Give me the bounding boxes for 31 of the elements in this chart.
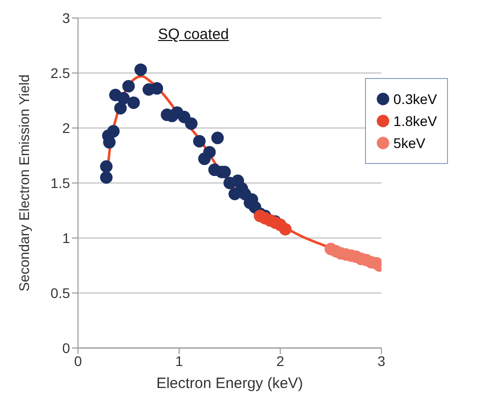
- point: [117, 92, 130, 105]
- x-tick-label: 3: [378, 352, 386, 369]
- point: [150, 82, 164, 95]
- point: [211, 132, 224, 144]
- legend-label: 1.8keV: [393, 113, 437, 129]
- point: [203, 146, 216, 158]
- y-tick-label: 1.5: [50, 174, 70, 191]
- point: [100, 160, 113, 173]
- point: [114, 102, 127, 114]
- x-tick-label: 2: [276, 352, 284, 369]
- y-axis-title: Secondary Electron Emission Yield: [16, 74, 32, 292]
- y-tick-label: 2.5: [50, 64, 70, 81]
- x-tick-label: 0: [74, 352, 82, 369]
- point: [100, 171, 113, 184]
- y-tick-label: 0.5: [50, 284, 70, 301]
- point: [185, 117, 198, 130]
- y-tick-label: 0: [62, 340, 70, 356]
- point: [134, 63, 147, 76]
- point: [279, 222, 292, 236]
- y-tick-label: 3: [62, 10, 70, 26]
- text: SQ coated: [158, 26, 229, 43]
- point: [107, 125, 120, 138]
- y-tick-label: 1: [62, 230, 70, 246]
- y-tick-label: 2: [62, 120, 70, 136]
- legend-label: 0.3keV: [393, 91, 437, 107]
- legend-label: 5keV: [393, 135, 426, 151]
- x-axis-title: Electron Energy (keV): [156, 375, 304, 392]
- point: [122, 80, 135, 92]
- point: [127, 96, 140, 109]
- point: [193, 134, 206, 148]
- x-tick-label: 1: [175, 352, 184, 369]
